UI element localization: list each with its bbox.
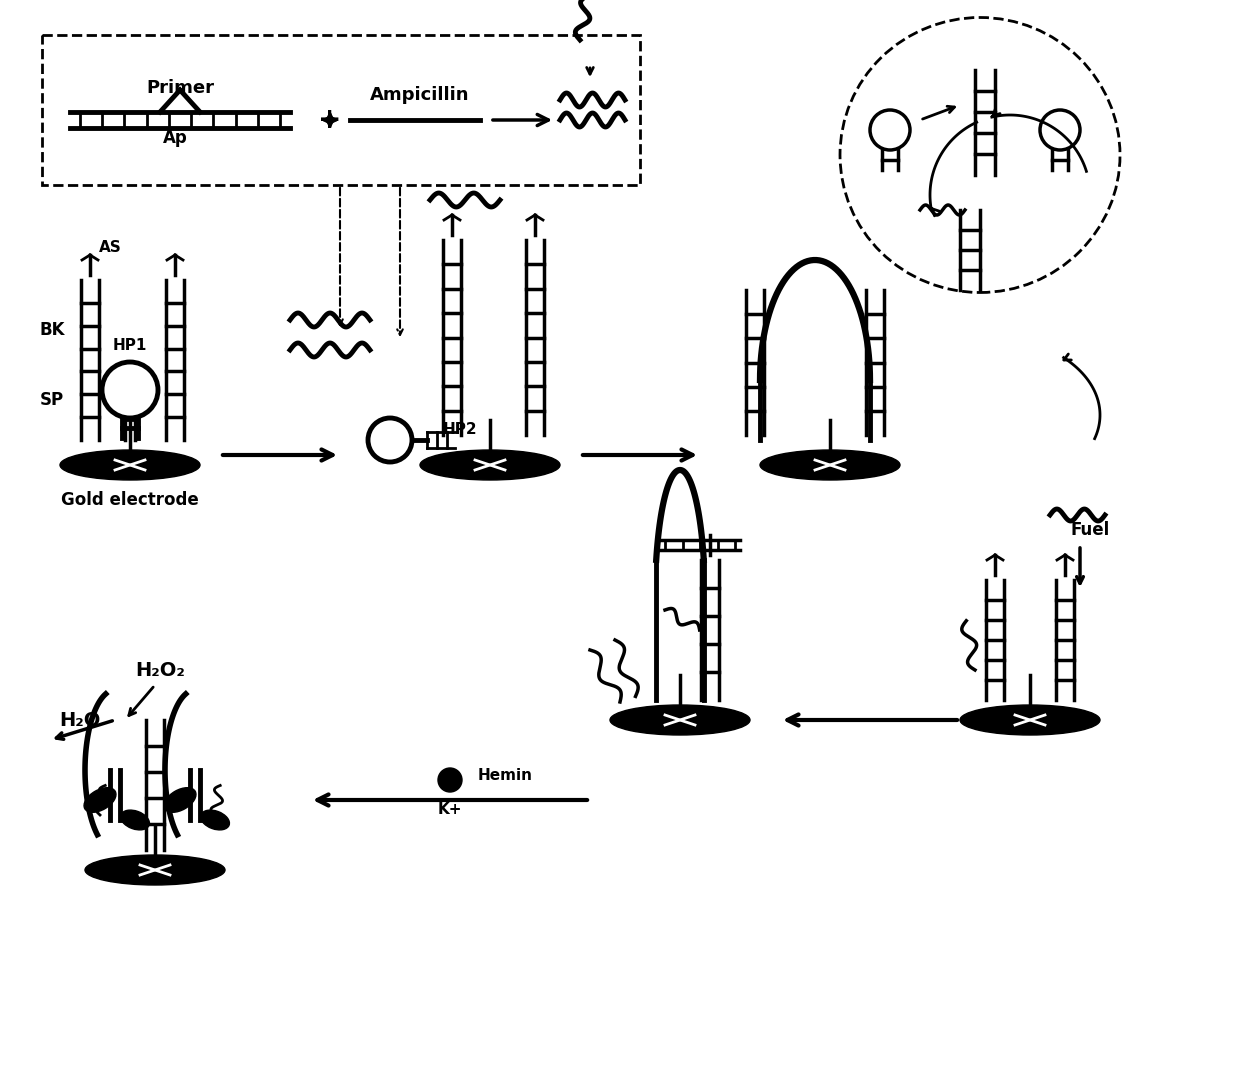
- Text: Hemin: Hemin: [477, 767, 532, 783]
- Ellipse shape: [960, 705, 1100, 735]
- Ellipse shape: [420, 450, 560, 480]
- Text: BK: BK: [40, 321, 64, 339]
- Text: Primer: Primer: [146, 79, 215, 96]
- Text: H₂O₂: H₂O₂: [135, 660, 185, 680]
- Text: AS: AS: [99, 241, 122, 256]
- Text: +: +: [319, 106, 342, 134]
- Ellipse shape: [610, 705, 750, 735]
- Circle shape: [438, 767, 463, 792]
- Ellipse shape: [86, 855, 224, 885]
- Ellipse shape: [84, 788, 117, 812]
- Ellipse shape: [120, 810, 150, 830]
- Text: Ap: Ap: [162, 129, 187, 147]
- Text: HP1: HP1: [113, 337, 148, 352]
- Ellipse shape: [760, 450, 900, 480]
- Ellipse shape: [201, 810, 229, 830]
- Text: Fuel: Fuel: [1070, 521, 1110, 539]
- Text: K+: K+: [438, 802, 463, 817]
- Text: Ampicillin: Ampicillin: [371, 86, 470, 104]
- Text: Gold electrode: Gold electrode: [61, 491, 198, 509]
- Text: SP: SP: [40, 391, 64, 409]
- Ellipse shape: [164, 788, 196, 812]
- Text: H₂O: H₂O: [60, 710, 100, 730]
- Text: HP2: HP2: [443, 423, 477, 438]
- Ellipse shape: [60, 450, 200, 480]
